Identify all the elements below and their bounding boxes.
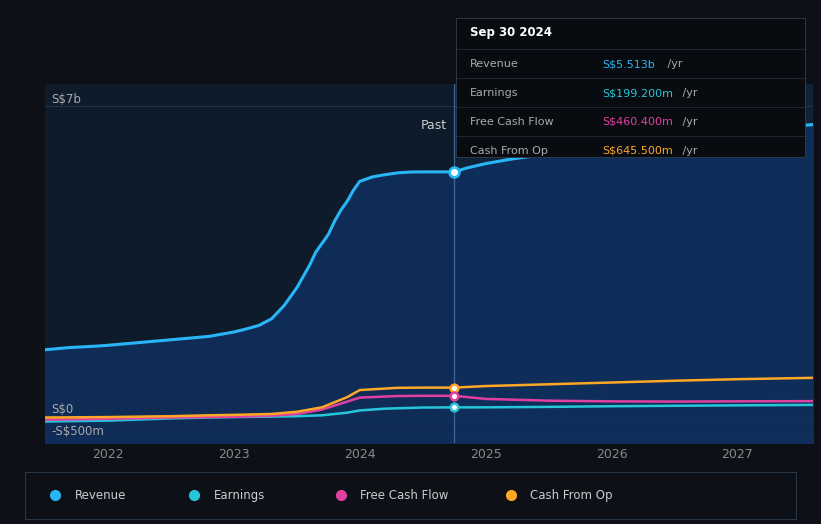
Text: /yr: /yr — [679, 89, 698, 99]
Text: Analysts Forecasts: Analysts Forecasts — [464, 119, 580, 132]
Text: /yr: /yr — [679, 146, 698, 156]
Text: Free Cash Flow: Free Cash Flow — [470, 117, 553, 127]
Text: /yr: /yr — [663, 59, 682, 69]
Text: Revenue: Revenue — [75, 489, 126, 501]
Text: S$460.400m: S$460.400m — [603, 117, 673, 127]
Text: S$5.513b: S$5.513b — [603, 59, 655, 69]
Text: Earnings: Earnings — [470, 89, 518, 99]
Text: /yr: /yr — [679, 117, 698, 127]
Text: S$0: S$0 — [52, 403, 74, 416]
Text: Sep 30 2024: Sep 30 2024 — [470, 26, 552, 39]
Text: Cash From Op: Cash From Op — [470, 146, 548, 156]
Text: S$7b: S$7b — [52, 93, 81, 106]
Text: S$645.500m: S$645.500m — [603, 146, 673, 156]
Text: Free Cash Flow: Free Cash Flow — [360, 489, 449, 501]
Text: Past: Past — [420, 119, 447, 132]
Text: Cash From Op: Cash From Op — [530, 489, 612, 501]
Bar — [454, 84, 813, 443]
Text: -S$500m: -S$500m — [52, 425, 104, 439]
Text: Revenue: Revenue — [470, 59, 518, 69]
Text: S$199.200m: S$199.200m — [603, 89, 673, 99]
Text: Earnings: Earnings — [213, 489, 265, 501]
